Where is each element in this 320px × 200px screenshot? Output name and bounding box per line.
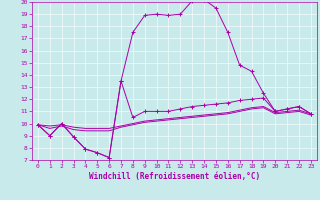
X-axis label: Windchill (Refroidissement éolien,°C): Windchill (Refroidissement éolien,°C) xyxy=(89,172,260,181)
